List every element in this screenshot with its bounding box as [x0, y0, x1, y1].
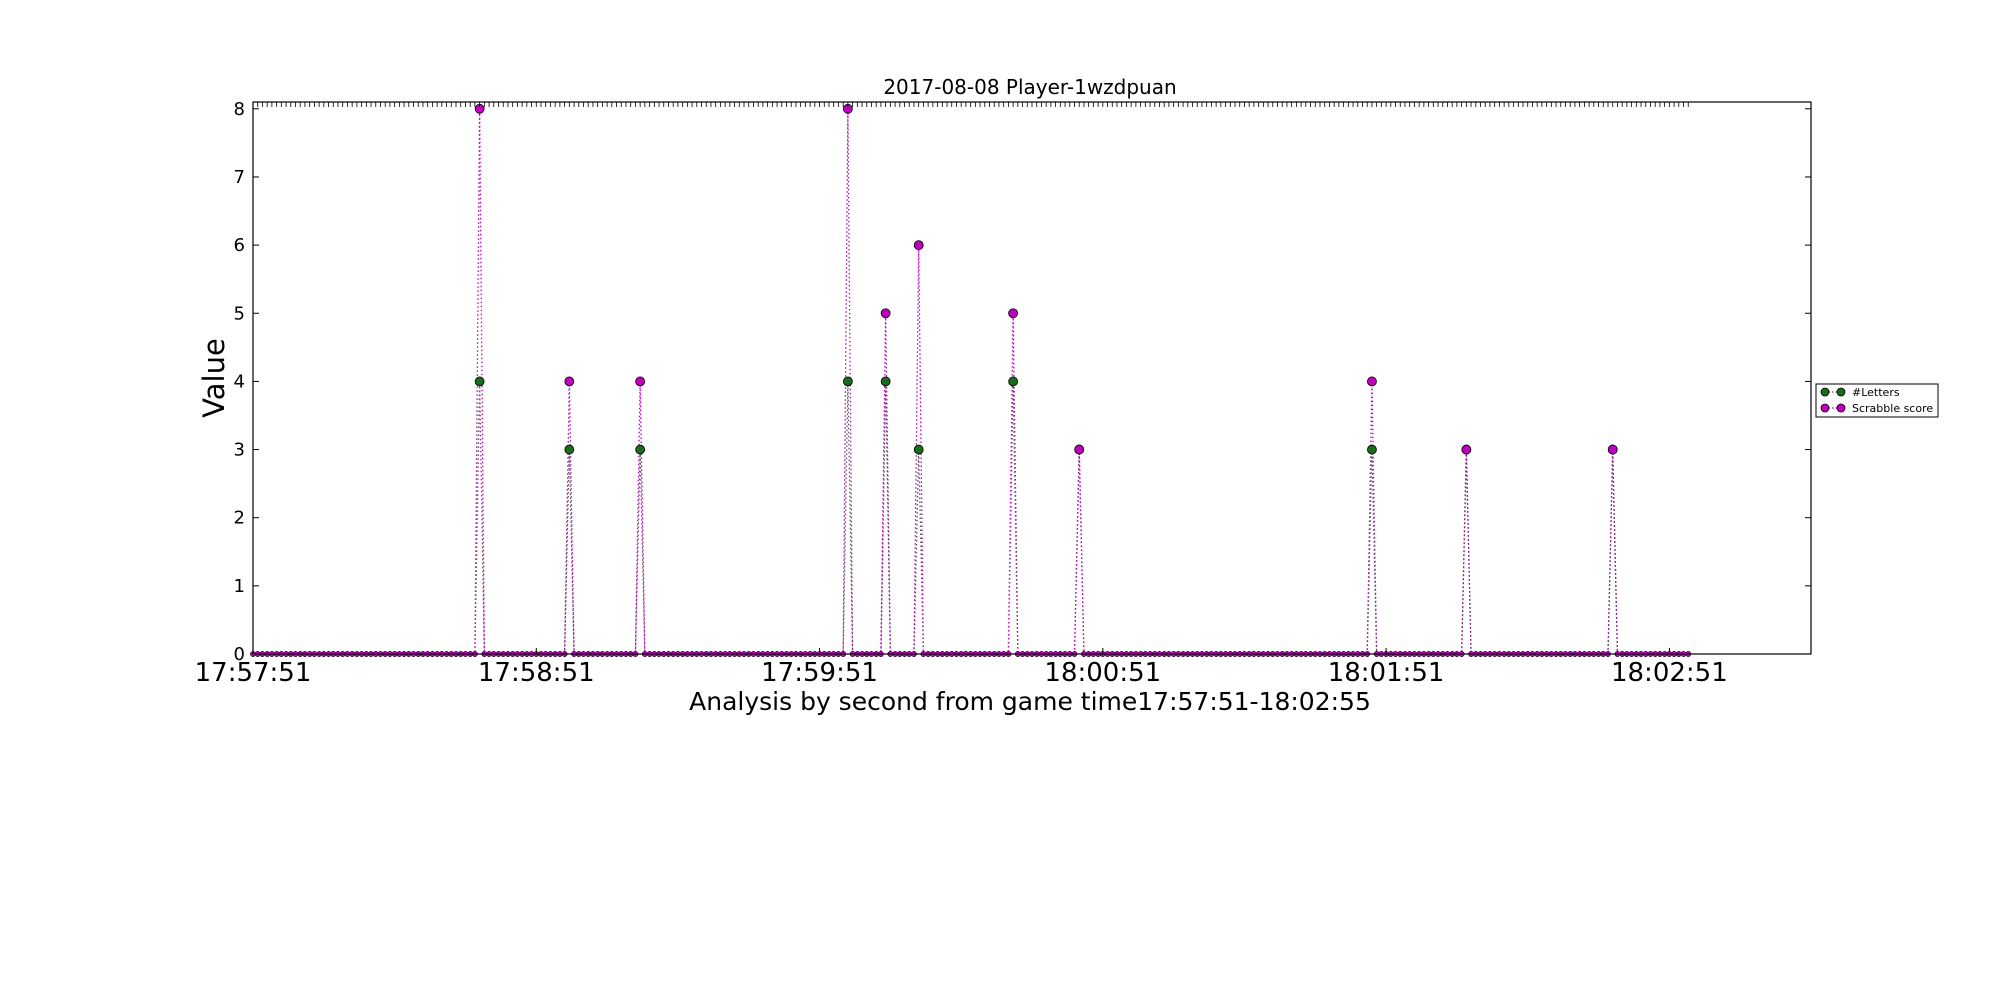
data-point [635, 376, 646, 387]
y-tick-label: 6 [234, 235, 245, 256]
x-axis-label: Analysis by second from game time17:57:5… [689, 687, 1371, 716]
data-point [913, 240, 924, 251]
data-point [880, 376, 891, 387]
data-point [1008, 376, 1019, 387]
legend-label: #Letters [1852, 386, 1900, 399]
y-tick-label: 5 [234, 303, 245, 324]
chart-title: 2017-08-08 Player-1wzdpuan [883, 75, 1176, 99]
data-point [474, 376, 485, 387]
y-tick-label: 8 [234, 99, 245, 120]
y-tick-label: 3 [234, 440, 245, 461]
y-tick-label: 7 [234, 167, 245, 188]
x-tick-label: 17:57:51 [195, 658, 312, 688]
x-tick-label: 17:59:51 [761, 658, 878, 688]
data-point [913, 444, 924, 455]
data-point [880, 308, 891, 319]
x-tick-label: 18:01:51 [1328, 658, 1445, 688]
data-point [842, 376, 853, 387]
legend: #Letters Scrabble score [1815, 383, 1939, 418]
data-point [1367, 444, 1377, 455]
legend-marker [1820, 403, 1830, 413]
x-tick-label: 18:02:51 [1611, 658, 1728, 688]
data-point [564, 376, 575, 387]
legend-box [1815, 383, 1939, 418]
legend-marker [1836, 387, 1846, 397]
y-tick-label: 1 [234, 576, 245, 597]
data-point [1607, 444, 1618, 455]
x-tick-label: 17:58:51 [478, 658, 595, 688]
legend-label: Scrabble score [1852, 402, 1933, 415]
y-tick-label: 0 [234, 644, 245, 665]
legend-marker [1836, 403, 1846, 413]
legend-marker [1820, 387, 1830, 397]
axes-layer: 0 1 2 3 4 5 6 7 8 17:57:51 17:58:51 17:59:51 18:00:5… [195, 99, 1812, 688]
data-point [1461, 444, 1472, 455]
y-tick-label: 4 [234, 371, 245, 392]
data-point [635, 444, 646, 455]
y-axis-label: Value [197, 338, 231, 418]
y-tick-label: 2 [234, 508, 245, 529]
data-point [1008, 308, 1019, 319]
x-tick-label: 18:00:51 [1044, 658, 1161, 688]
data-point [1367, 376, 1377, 387]
data-point [1074, 444, 1085, 455]
data-point [564, 444, 575, 455]
